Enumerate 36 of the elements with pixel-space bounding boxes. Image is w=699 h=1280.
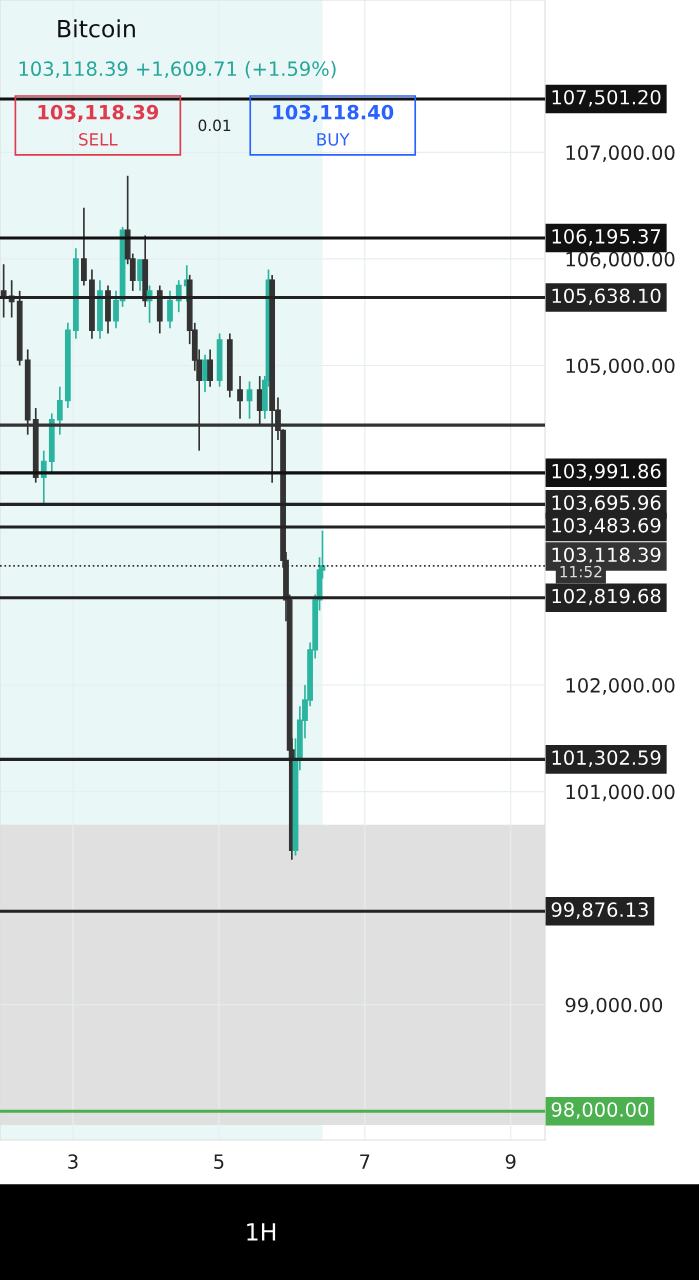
x-tick-label: 7	[360, 1154, 370, 1169]
candlestick	[167, 290, 173, 329]
annotation: BUY	[317, 133, 350, 146]
y-tick-label: 107,000.00	[566, 145, 675, 162]
text: Bitcoin	[58, 19, 135, 38]
ref-line-label: 105,638.10	[552, 288, 661, 306]
candlestick	[237, 375, 243, 420]
candlestick	[81, 206, 87, 287]
y-tick-label: 106,000.00	[566, 251, 675, 269]
candlestick	[207, 348, 214, 388]
candlestick	[0, 263, 7, 319]
y-tick-label: 105,000.00	[566, 358, 675, 376]
ref-line-label: 102,819.68	[552, 588, 661, 606]
candlestick	[56, 385, 63, 436]
ref-line-label: 98,000.00	[551, 1102, 649, 1119]
ref-line-label: 101,302.59	[552, 750, 661, 767]
y-tick-label: 102,000.00	[566, 678, 675, 695]
annotation: 103,118.39	[38, 104, 159, 123]
ref-line-label: 103,991.86	[552, 463, 661, 481]
annotation: SELL	[79, 133, 118, 146]
annotation: 103,118.40	[273, 104, 394, 123]
y-tick-label: 99,000.00	[565, 997, 663, 1015]
annotation: 0.01	[198, 119, 231, 132]
ref-line-label: 103,695.96	[552, 495, 661, 512]
x-tick-label: 9	[505, 1154, 516, 1169]
ref-line-label: 107,501.20	[552, 89, 661, 107]
x-tick-label: 5	[214, 1154, 224, 1169]
text: 11:52	[560, 565, 602, 578]
text: 1H	[247, 1223, 276, 1241]
ref-line-label: 103,118.39	[552, 547, 661, 565]
x-tick-label: 3	[68, 1154, 78, 1169]
ref-line-label: 103,483.69	[552, 517, 661, 535]
y-tick-label: 101,000.00	[566, 784, 675, 802]
ref-line-label: 99,876.13	[551, 902, 648, 919]
ref-line-label: 106,195.37	[552, 229, 661, 246]
text: 103,118.39 +1,609.71 (+1.59%)	[19, 61, 336, 79]
